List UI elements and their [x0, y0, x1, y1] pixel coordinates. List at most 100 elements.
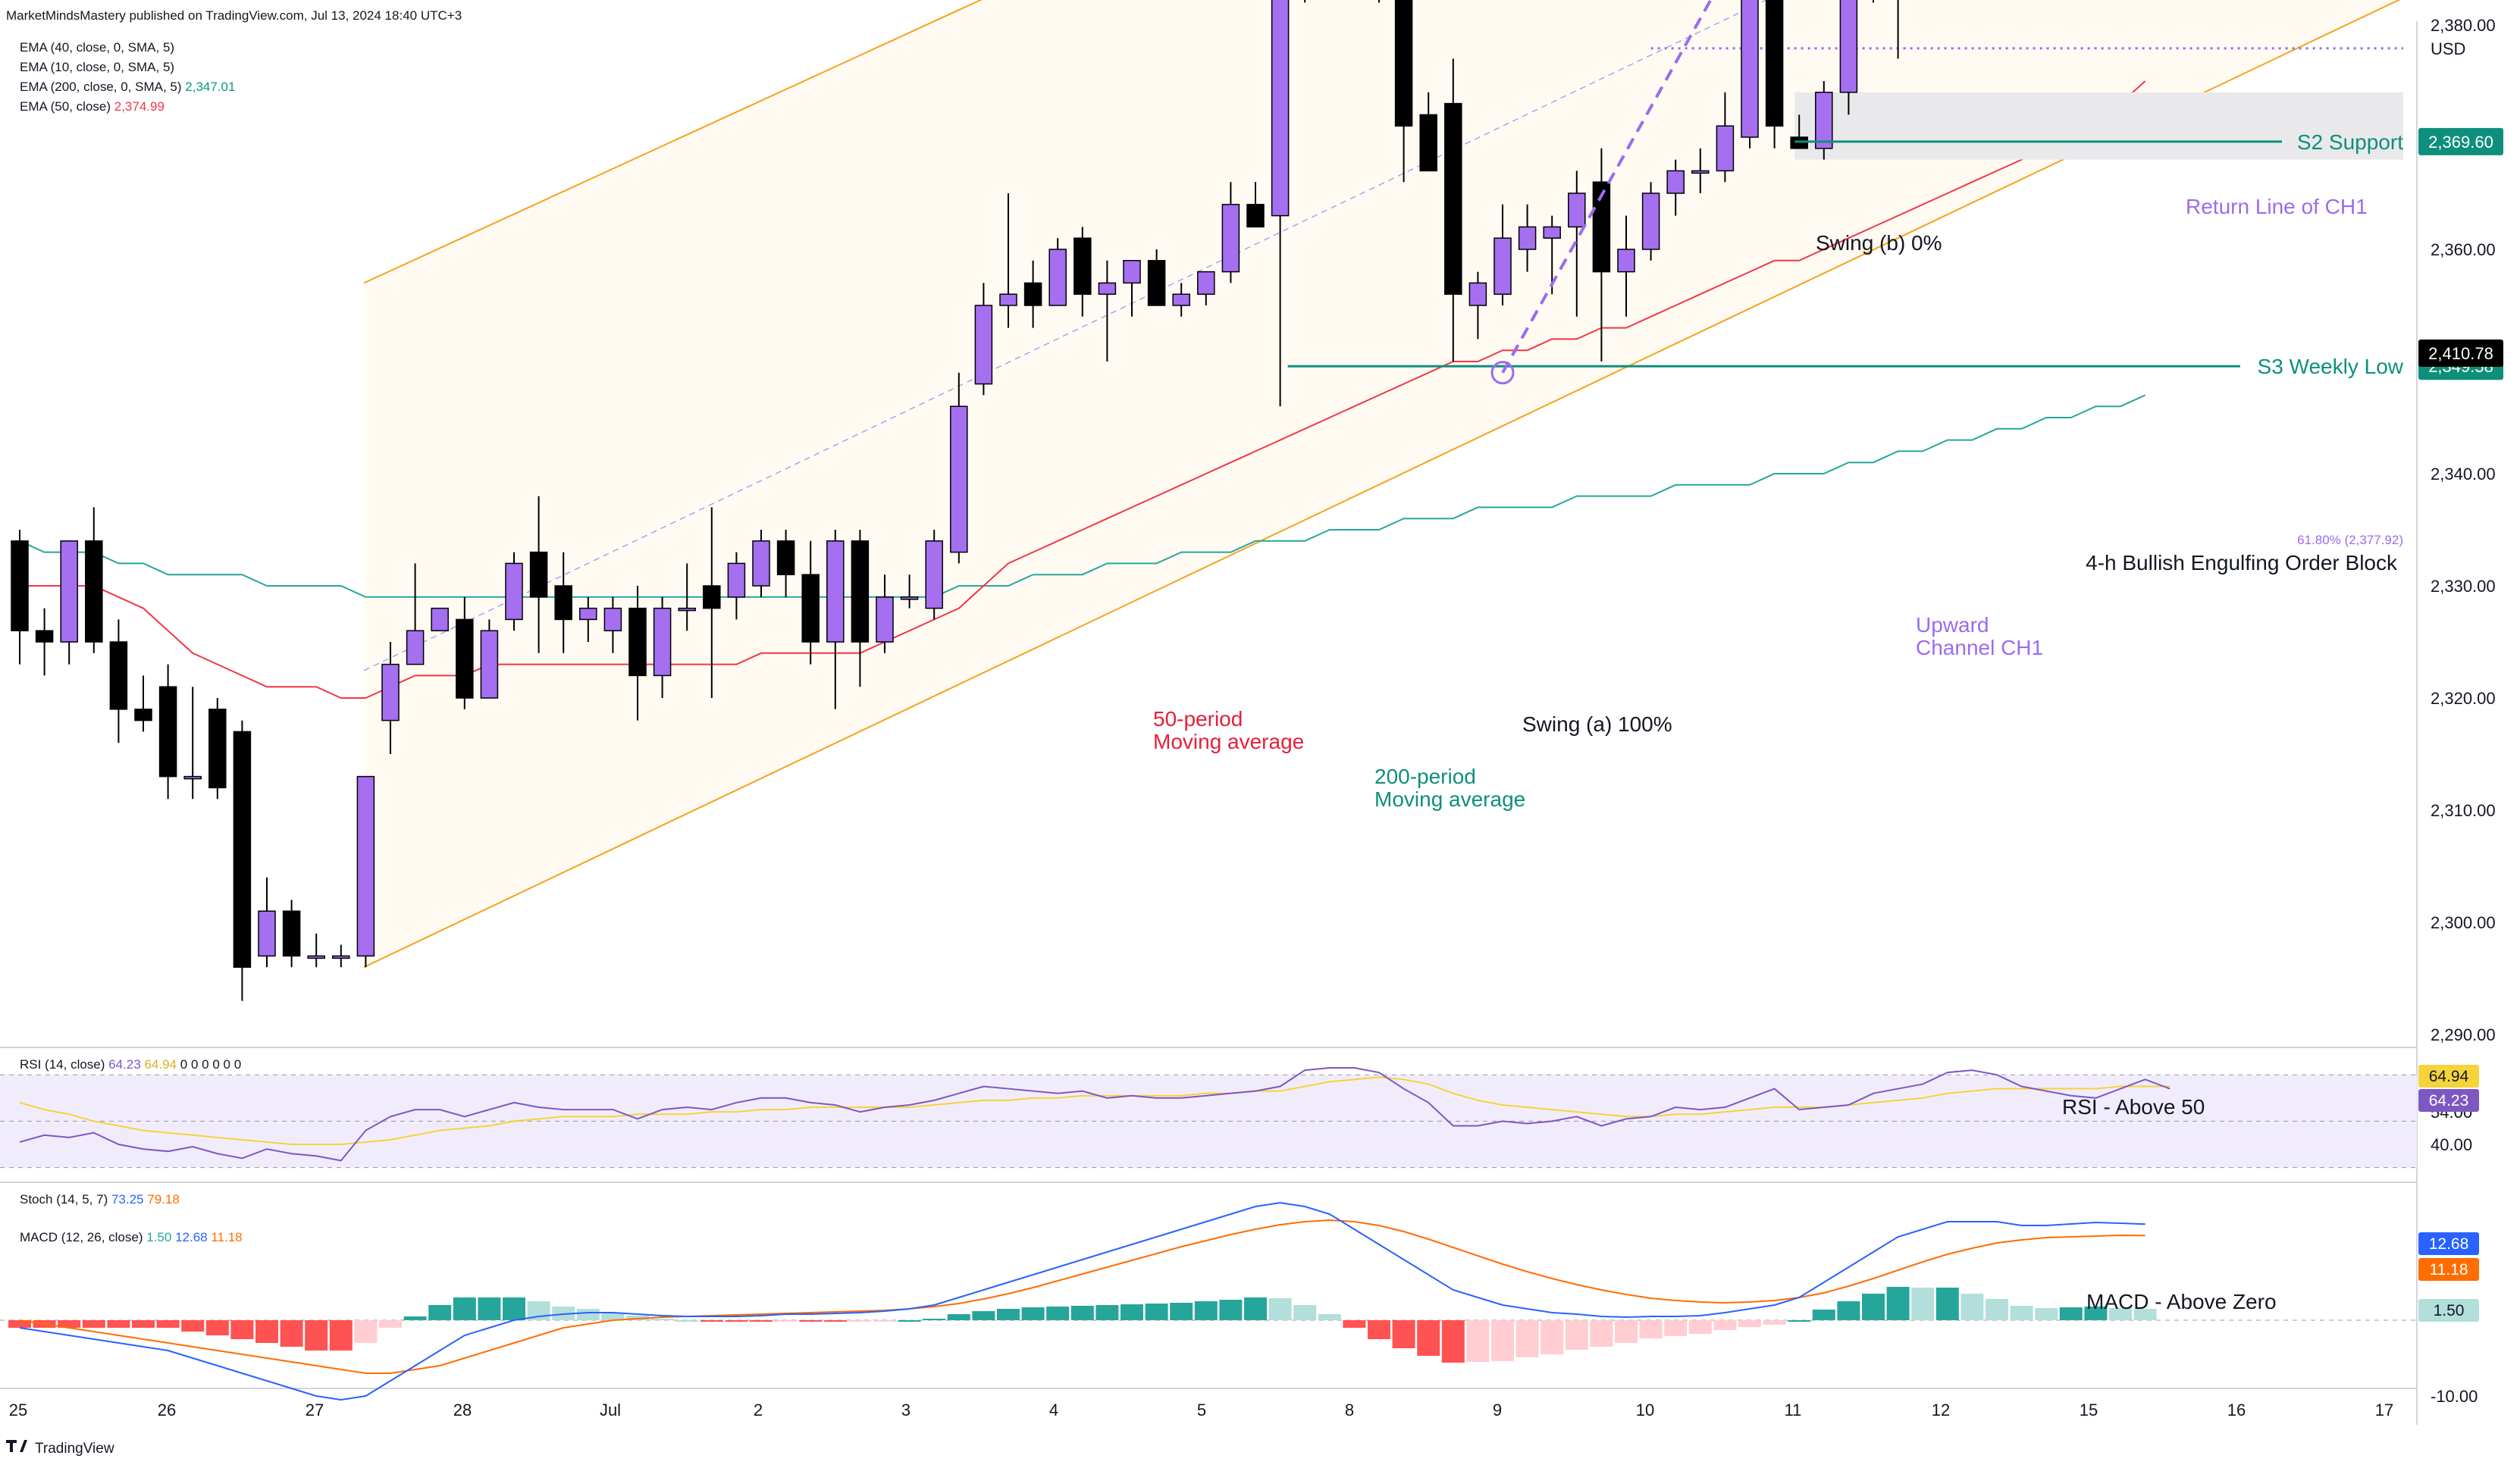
macd-histogram-bar	[181, 1320, 205, 1332]
macd-histogram-bar	[8, 1320, 31, 1328]
ma200-label-1: 200-period	[1374, 765, 1476, 788]
candle-body	[158, 686, 177, 778]
macd-histogram-bar	[1368, 1320, 1390, 1339]
legend-ema200: EMA (200, close, 0, SMA, 5) 2,347.01	[20, 80, 235, 94]
macd-histogram-bar	[1837, 1301, 1860, 1320]
rsi-note: RSI - Above 50	[2062, 1095, 2205, 1119]
macd-histogram-bar	[576, 1309, 600, 1320]
legend-ema40: EMA (40, close, 0, SMA, 5)	[20, 40, 174, 55]
candle-body	[381, 663, 400, 721]
time-tick: 15	[2080, 1401, 2098, 1419]
macd-histogram-bar	[1095, 1305, 1119, 1320]
ma50-label-1: 50-period	[1153, 707, 1243, 731]
macd-histogram-bar	[1170, 1303, 1193, 1320]
tradingview-logo: TradingView	[6, 1440, 114, 1457]
level-badge	[2418, 127, 2503, 155]
macd-histogram-bar	[2035, 1308, 2058, 1320]
candle-body	[1048, 249, 1067, 306]
candle-body	[529, 551, 548, 598]
macd-histogram-bar	[601, 1313, 625, 1320]
rsi-badge-value: 64.23	[2429, 1092, 2469, 1110]
time-tick: Jul	[600, 1401, 621, 1419]
candle-body	[505, 562, 523, 621]
publisher-note: MarketMindsMastery published on TradingV…	[6, 8, 462, 23]
macd-histogram-bar	[750, 1320, 773, 1322]
time-tick: 12	[1932, 1401, 1950, 1419]
channel-upper-line	[363, 0, 983, 284]
macd-badge-value: 12.68	[2429, 1235, 2469, 1253]
candle-body	[999, 293, 1017, 306]
price-tick: 2,300.00	[2431, 913, 2496, 932]
macd-histogram-bar	[1293, 1305, 1317, 1320]
macd-histogram-bar	[1194, 1301, 1218, 1320]
macd-histogram-bar	[725, 1320, 748, 1322]
candle-body	[1468, 282, 1487, 306]
macd-histogram-bar	[1244, 1297, 1267, 1320]
candle-body	[1394, 0, 1413, 127]
macd-histogram-bar	[1466, 1320, 1490, 1362]
candle-body	[258, 910, 276, 957]
candle-body	[826, 540, 845, 643]
candle-body	[1444, 102, 1462, 295]
macd-panel: -10.00 12.68 11.18 1.50	[0, 1201, 2479, 1406]
last-price-value: 2,410.78	[2428, 344, 2493, 363]
swing-a-label: Swing (a) 100%	[1522, 712, 1672, 736]
rsi-badge	[2418, 1089, 2479, 1112]
candle-body	[233, 731, 252, 968]
rsi-ma-line	[19, 1076, 2171, 1145]
macd-histogram-bar	[1986, 1299, 2008, 1320]
level-label: S3 Weekly Low	[2258, 355, 2404, 378]
level-badge-value: 2,369.60	[2428, 133, 2493, 152]
macd-histogram-bar	[1886, 1287, 1910, 1320]
macd-histogram-bar	[1788, 1320, 1811, 1322]
macd-histogram-bar	[503, 1297, 525, 1320]
time-tick: 28	[453, 1401, 472, 1419]
macd-legend: MACD (12, 26, close) 1.50 12.68 11.18	[20, 1230, 243, 1244]
macd-histogram-bar	[1862, 1294, 1885, 1320]
channel-label-2: Channel CH1	[1916, 636, 2043, 659]
macd-histogram-bar	[997, 1309, 1020, 1320]
macd-histogram-bar	[848, 1320, 872, 1322]
ema200-line	[19, 394, 2146, 598]
candle-body	[1197, 271, 1215, 295]
price-tick: 2,320.00	[2431, 689, 2496, 708]
candle-body	[727, 562, 746, 598]
macd-histogram-bar	[354, 1320, 378, 1343]
candle-body	[456, 618, 474, 699]
candle-body	[1023, 282, 1042, 306]
macd-histogram-bar	[2084, 1307, 2108, 1320]
macd-histogram-bar	[1738, 1320, 1761, 1327]
macd-histogram-bar	[107, 1320, 130, 1328]
macd-histogram-bar	[1935, 1288, 1959, 1320]
swing-a-marker	[1490, 361, 1515, 385]
time-tick: 4	[1049, 1401, 1058, 1419]
candle-body	[183, 775, 202, 780]
macd-line	[19, 1201, 2145, 1401]
candle-body	[1543, 226, 1561, 239]
channel-median-line	[363, 0, 1768, 671]
candle-body	[950, 405, 968, 553]
candle-body	[480, 630, 499, 699]
order-block-zone	[1650, 47, 2403, 160]
channel-label-1: Upward	[1916, 613, 1989, 637]
macd-histogram-bar	[156, 1320, 180, 1328]
macd-histogram-bar	[1615, 1320, 1638, 1343]
macd-histogram-bar	[1541, 1320, 1564, 1354]
macd-histogram-bar	[58, 1320, 81, 1328]
macd-histogram-bar	[1515, 1320, 1539, 1357]
time-tick: 3	[901, 1401, 911, 1419]
macd-note: MACD - Above Zero	[2086, 1290, 2277, 1313]
candle-body	[1271, 0, 1290, 217]
candle-body	[801, 574, 820, 643]
price-tick: 2,380.00	[2431, 16, 2496, 35]
macd-histogram-bar	[823, 1320, 847, 1322]
macd-histogram-bar	[478, 1297, 501, 1320]
macd-histogram-bar	[1664, 1320, 1688, 1336]
time-tick: 17	[2375, 1401, 2393, 1419]
macd-histogram-bar	[280, 1320, 303, 1347]
return-line-label: Return Line of CH1	[2186, 195, 2368, 218]
indicator-legend: EMA (40, close, 0, SMA, 5) EMA (10, clos…	[20, 40, 235, 114]
candle-body	[1815, 92, 1833, 149]
time-tick: 11	[1785, 1401, 1802, 1419]
